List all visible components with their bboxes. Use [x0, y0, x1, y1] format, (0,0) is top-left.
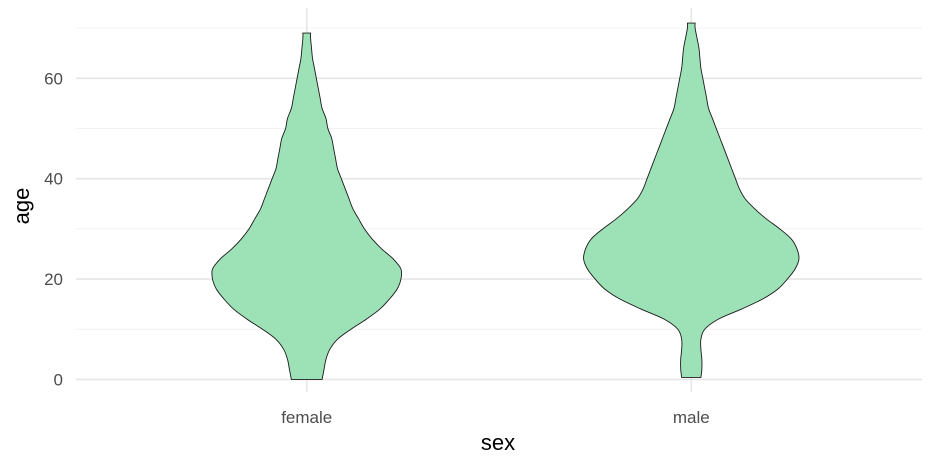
y-tick-label: 40 — [44, 170, 63, 189]
violin-female — [211, 32, 403, 380]
violin-male — [583, 22, 800, 378]
violins — [211, 22, 800, 380]
x-tick-label: male — [673, 408, 710, 427]
gridlines — [76, 8, 922, 392]
y-tick-label: 0 — [54, 370, 63, 389]
y-tick-label: 20 — [44, 270, 63, 289]
y-tick-labels: 0 20 40 60 — [44, 69, 63, 389]
x-tick-labels: female male — [281, 408, 709, 427]
y-tick-label: 60 — [44, 69, 63, 88]
x-tick-label: female — [281, 408, 332, 427]
y-axis-title: age — [9, 188, 34, 225]
x-axis-title: sex — [481, 430, 515, 455]
